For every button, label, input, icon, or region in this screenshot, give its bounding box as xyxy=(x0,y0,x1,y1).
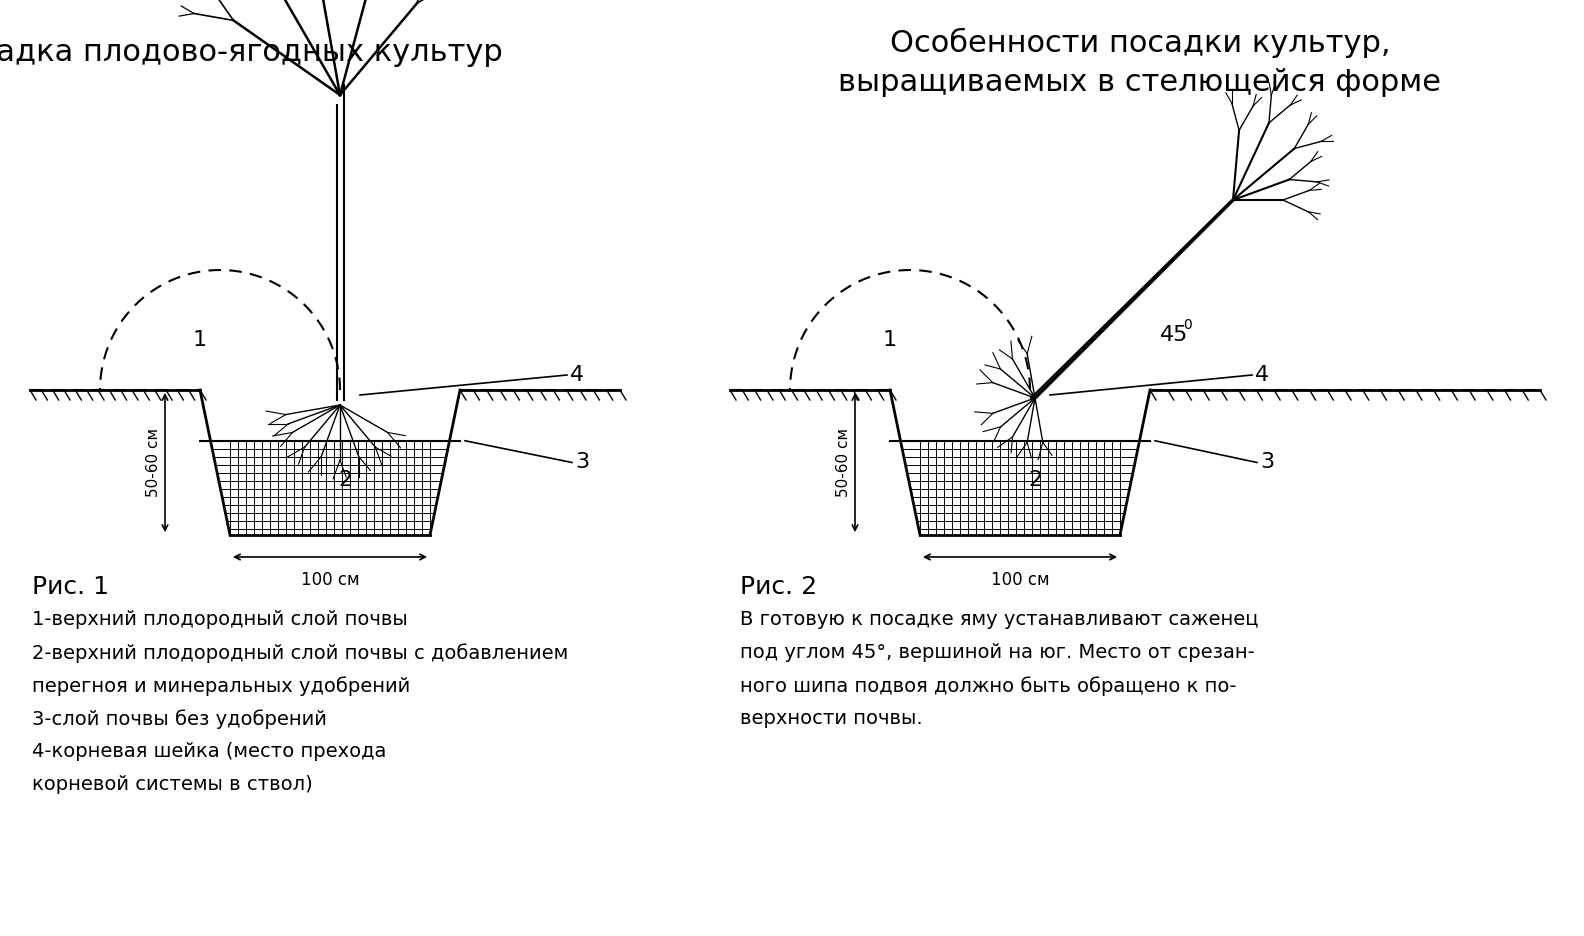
Text: В готовую к посадке яму устанавливают саженец: В готовую к посадке яму устанавливают са… xyxy=(740,610,1259,629)
Text: 3: 3 xyxy=(1259,452,1274,473)
Text: 2: 2 xyxy=(337,470,352,490)
Text: Рис. 1: Рис. 1 xyxy=(32,575,109,599)
Text: Посадка плодово-ягодных культур: Посадка плодово-ягодных культур xyxy=(0,38,502,67)
Text: Рис. 2: Рис. 2 xyxy=(740,575,817,599)
Text: под углом 45°, вершиной на юг. Место от срезан-: под углом 45°, вершиной на юг. Место от … xyxy=(740,643,1255,662)
Text: Особенности посадки культур,: Особенности посадки культур, xyxy=(890,28,1391,58)
Text: перегноя и минеральных удобрений: перегноя и минеральных удобрений xyxy=(32,676,410,695)
Text: 0: 0 xyxy=(1183,318,1191,332)
Text: 1-верхний плодородный слой почвы: 1-верхний плодородный слой почвы xyxy=(32,610,407,629)
Text: 4: 4 xyxy=(570,365,584,385)
Text: 100 см: 100 см xyxy=(990,571,1049,589)
Text: 1: 1 xyxy=(193,330,208,350)
Text: 3: 3 xyxy=(575,452,589,473)
Text: верхности почвы.: верхности почвы. xyxy=(740,709,922,728)
Text: 4: 4 xyxy=(1255,365,1269,385)
Text: 2: 2 xyxy=(1028,470,1042,490)
Text: корневой системы в ствол): корневой системы в ствол) xyxy=(32,775,312,794)
Text: 45: 45 xyxy=(1159,325,1188,345)
Text: 50-60 см: 50-60 см xyxy=(146,428,162,497)
Text: ного шипа подвоя должно быть обращено к по-: ного шипа подвоя должно быть обращено к … xyxy=(740,676,1237,695)
Text: 100 см: 100 см xyxy=(301,571,360,589)
Text: 4-корневая шейка (место прехода: 4-корневая шейка (место прехода xyxy=(32,742,386,761)
Text: 50-60 см: 50-60 см xyxy=(836,428,851,497)
Text: 1: 1 xyxy=(882,330,897,350)
Text: выращиваемых в стелющейся форме: выращиваемых в стелющейся форме xyxy=(838,68,1441,97)
Text: 3-слой почвы без удобрений: 3-слой почвы без удобрений xyxy=(32,709,326,729)
Text: 2-верхний плодородный слой почвы с добавлением: 2-верхний плодородный слой почвы с добав… xyxy=(32,643,569,663)
